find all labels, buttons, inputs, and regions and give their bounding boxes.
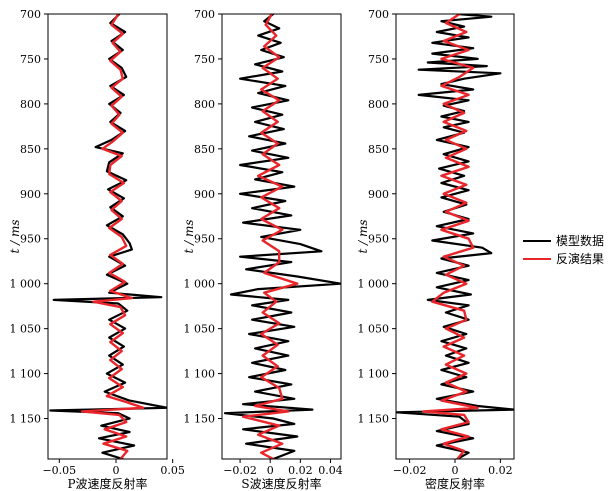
panel-1-series-inversion: [80, 14, 145, 459]
panel-2-ytick-label: 800: [194, 98, 215, 111]
panel-2-ytick-label: 700: [194, 8, 215, 21]
panel-3-ylabel: t / ms: [356, 219, 370, 253]
panel-2-ytick-label: 1 100: [184, 368, 216, 381]
panel-2-xlabel: S波速度反射率: [241, 476, 321, 491]
panel-1-ytick-label: 800: [20, 98, 41, 111]
panel-1-ytick-label: 700: [20, 8, 41, 21]
panel-3-ytick-label: 700: [368, 8, 389, 21]
panel-1-frame: [47, 13, 168, 460]
panel-1-series-model: [49, 14, 167, 459]
panel-2-ylabel: t / ms: [182, 219, 196, 253]
panel-1-xtick-label: −0.05: [42, 464, 76, 477]
panel-2-ytick-label: 750: [194, 53, 215, 66]
panel-1-xtick-label: 0: [113, 464, 120, 477]
panel-1-ytick-label: 900: [20, 188, 41, 201]
panel-2-xtick-label: 0.04: [318, 464, 343, 477]
panel-2-frame: [221, 13, 342, 460]
panel-3-ytick-label: 900: [368, 188, 389, 201]
legend-label-model: 模型数据: [556, 233, 604, 248]
panel-1-ytick-label: 950: [20, 233, 41, 246]
panel-3-ytick-label: 1 100: [358, 368, 390, 381]
panel-2-ytick-label: 1 000: [184, 278, 216, 291]
panel-2: 700 750 800 850 900 950 1 000 1 050 1 100 1 150 −0…: [182, 8, 343, 491]
panel-3-ytick-label: 800: [368, 98, 389, 111]
panel-1-xtick-label: 0.05: [160, 464, 185, 477]
legend-label-inversion: 反演结果: [556, 251, 604, 266]
panel-3-series-inversion: [422, 14, 479, 459]
panel-3-ytick-label: 1 150: [358, 413, 390, 426]
panel-3: 700 750 800 850 900 950 1 000 1 050 1 100 1 150 −0…: [356, 8, 515, 491]
panel-3-ytick-label: 1 050: [358, 323, 390, 336]
panel-3-xtick-label: 0.02: [488, 464, 513, 477]
panel-2-series-inversion: [241, 14, 299, 459]
panel-1-ylabel: t / ms: [8, 219, 22, 253]
panel-3-xtick-label: −0.02: [393, 464, 427, 477]
panel-2-ytick-label: 900: [194, 188, 215, 201]
panel-3-ytick-label: 750: [368, 53, 389, 66]
panel-2-ytick-label: 950: [194, 233, 215, 246]
legend: 模型数据 反演结果: [523, 233, 604, 266]
panel-2-xtick-label: 0: [267, 464, 274, 477]
chart-panels: 700 750 800 850 900 950 1 000 1 050 1 100 1 150 −0…: [8, 8, 515, 491]
panel-2-series-model: [223, 14, 341, 459]
panel-2-ytick-label: 1 050: [184, 323, 216, 336]
panel-3-series-model: [396, 14, 514, 459]
panel-3-ytick-label: 950: [368, 233, 389, 246]
panel-1-ytick-label: 750: [20, 53, 41, 66]
panel-1-ytick-label: 1 150: [10, 413, 42, 426]
panel-1-ytick-label: 1 050: [10, 323, 42, 336]
panel-1-ytick-label: 1 000: [10, 278, 42, 291]
panel-3-xlabel: 密度反射率: [425, 476, 485, 491]
panel-2-xtick-label: −0.02: [223, 464, 257, 477]
panel-1-ytick-label: 1 100: [10, 368, 42, 381]
panel-3-ytick-label: 1 000: [358, 278, 390, 291]
panel-1-ytick-label: 850: [20, 143, 41, 156]
panel-2-ytick-label: 1 150: [184, 413, 216, 426]
panel-3-ytick-label: 850: [368, 143, 389, 156]
panel-2-ytick-label: 850: [194, 143, 215, 156]
panel-3-xtick-label: 0: [452, 464, 459, 477]
panel-1: 700 750 800 850 900 950 1 000 1 050 1 100 1 150 −0…: [8, 8, 185, 491]
panel-2-xtick-label: 0.02: [288, 464, 313, 477]
panel-1-xlabel: P波速度反射率: [67, 476, 147, 491]
